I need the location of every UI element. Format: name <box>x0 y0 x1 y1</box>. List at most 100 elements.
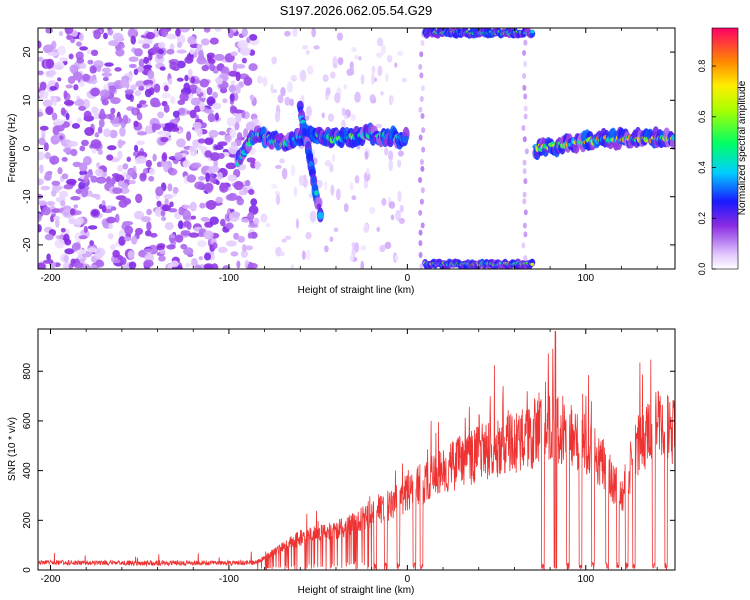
heatmap-cell <box>246 36 251 44</box>
heatmap-cell <box>210 263 219 269</box>
heatmap-cell <box>397 159 402 168</box>
heatmap-cell <box>39 85 46 92</box>
heatmap-cell <box>325 87 331 96</box>
heatmap-cell <box>397 50 404 56</box>
colorbar-label: Normalized spectral amplitude <box>737 80 748 215</box>
heatmap-cell <box>97 149 103 155</box>
heatmap-cell <box>330 184 335 196</box>
heatmap-cell <box>222 98 228 104</box>
colorbar-tick-label: 0.4 <box>697 161 707 174</box>
heatmap-cell <box>133 120 139 128</box>
heatmap-cell <box>136 131 148 136</box>
heatmap-cell <box>50 215 55 223</box>
heatmap-cell <box>277 94 284 104</box>
heatmap-cell <box>94 132 100 138</box>
heatmap-cell <box>233 109 244 114</box>
heatmap-cell <box>65 112 70 121</box>
heatmap-cell <box>148 175 155 182</box>
heatmap-cell <box>39 164 44 174</box>
heatmap-cell <box>420 222 425 229</box>
heatmap-cell <box>199 202 206 209</box>
heatmap-cell <box>521 242 526 249</box>
heatmap-cell <box>305 50 310 55</box>
heatmap-cell <box>209 177 216 183</box>
heatmap-cell <box>83 156 92 166</box>
heatmap-cell <box>91 106 99 115</box>
heatmap-cell <box>311 28 317 38</box>
heatmap-cell <box>170 126 180 132</box>
heatmap-cell <box>186 221 192 230</box>
heatmap-cell <box>38 56 44 62</box>
heatmap-cell <box>199 78 210 88</box>
heatmap-cell <box>73 84 79 91</box>
heatmap-cell <box>142 43 150 49</box>
heatmap-cell <box>285 235 292 240</box>
heatmap-cell <box>73 204 79 209</box>
heatmap-cell <box>521 124 526 131</box>
heatmap-cell <box>169 96 176 104</box>
heatmap-cell <box>360 74 365 85</box>
heatmap-cell <box>48 80 56 86</box>
heatmap-cell <box>190 215 197 220</box>
heatmap-cell <box>522 198 527 205</box>
heatmap-cell <box>103 128 111 138</box>
heatmap-cell <box>333 227 339 233</box>
heatmap-cell <box>343 114 348 120</box>
heatmap-cell <box>341 107 346 116</box>
heatmap-cell <box>58 190 69 198</box>
heatmap-cell <box>139 172 147 182</box>
heatmap-cell <box>184 74 189 82</box>
heatmap-cell <box>289 98 295 107</box>
heatmap-cell <box>70 148 78 157</box>
heatmap-cell <box>265 222 271 228</box>
heatmap-cell <box>133 68 139 76</box>
heatmap-cell <box>227 186 232 191</box>
heatmap-cell <box>394 254 399 262</box>
heatmap-cell <box>212 102 222 110</box>
heatmap-cell <box>59 135 64 140</box>
heatmap-cell <box>371 73 375 85</box>
heatmap-cell <box>197 240 207 248</box>
heatmap-cell <box>111 176 116 185</box>
heatmap-cell <box>160 136 169 143</box>
heatmap-cell <box>219 182 229 193</box>
heatmap-cell <box>158 255 166 262</box>
heatmap-cell <box>236 260 241 269</box>
heatmap-cell <box>116 164 124 172</box>
heatmap-cell <box>313 45 320 50</box>
heatmap-cell <box>163 162 169 173</box>
heatmap-cell <box>101 98 109 106</box>
heatmap-ytick-label: 20 <box>22 46 33 58</box>
heatmap-cell <box>239 46 251 56</box>
heatmap-cell <box>237 235 246 243</box>
heatmap-xtick-label: 0 <box>405 273 411 284</box>
heatmap-cell <box>299 69 307 82</box>
heatmap-cell <box>522 168 527 175</box>
heatmap-cell <box>523 39 528 46</box>
heatmap-cell <box>182 209 192 220</box>
heatmap-x-ticks: -200 -100 0 100 <box>40 28 658 284</box>
heatmap-cell <box>522 191 527 198</box>
heatmap-cell <box>52 185 63 191</box>
heatmap-cell <box>46 253 51 261</box>
heatmap-cell <box>226 116 237 127</box>
heatmap-cell <box>139 100 147 105</box>
colorbar-tick-label: 0.6 <box>697 111 707 124</box>
heatmap-cell <box>54 238 66 249</box>
heatmap-cell <box>317 211 324 220</box>
heatmap-cell <box>248 188 255 196</box>
heatmap-cell <box>270 83 274 94</box>
heatmap-cell <box>522 84 527 91</box>
heatmap-cell <box>390 95 394 104</box>
heatmap-cell <box>131 235 138 245</box>
heatmap-cell <box>42 44 54 54</box>
heatmap-cell <box>65 28 71 35</box>
heatmap-cell <box>305 249 311 261</box>
heatmap-cell <box>76 98 84 106</box>
heatmap-cell <box>670 134 675 141</box>
heatmap-cell <box>208 129 219 138</box>
heatmap-cell <box>420 85 425 92</box>
heatmap-xtick-label: -200 <box>40 273 60 284</box>
heatmap-cell <box>59 234 64 240</box>
heatmap-cell <box>354 175 360 184</box>
